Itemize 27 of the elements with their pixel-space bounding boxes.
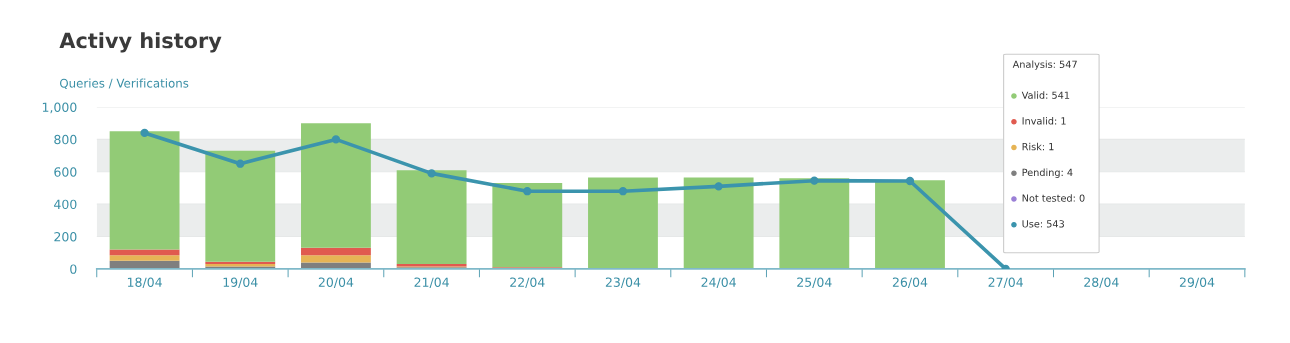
x-tick-label: 24/04 [701, 277, 736, 288]
x-tick-label: 28/04 [1084, 277, 1119, 288]
y-tick-label: 200 [54, 232, 77, 242]
x-tick-label: 22/04 [510, 277, 545, 288]
x-tick-label: 29/04 [1179, 277, 1215, 288]
y-tick-label: 600 [54, 167, 77, 177]
x-tick-label: 26/04 [892, 277, 928, 288]
y-tick-label: 800 [54, 134, 77, 145]
annotation: Not tested: 0 [1022, 194, 1085, 202]
x-tick-label: 25/04 [797, 277, 832, 288]
annotation: Invalid: 1 [1022, 117, 1066, 125]
y-tick-label: 400 [54, 199, 77, 210]
y-tick-label: 1,000 [42, 102, 77, 114]
text: Valid: 541 [1021, 91, 1070, 99]
annotation: Use: 543 [1022, 220, 1064, 228]
x-tick-label: 20/04 [318, 277, 354, 288]
x-tick-label: 18/04 [127, 277, 162, 288]
x-tick-label: 19/04 [223, 277, 258, 288]
x-tick-label: 27/04 [988, 277, 1023, 288]
chart-title: Activy history [59, 32, 222, 53]
x-tick-label: 23/04 [605, 277, 641, 288]
annotation: Risk: 1 [1022, 142, 1054, 151]
annotation: Pending: 4 [1022, 168, 1073, 178]
y-tick-label: 0 [70, 264, 77, 274]
x-tick-label: 21/04 [414, 277, 449, 288]
y-axis-title: Queries / Verifications [60, 78, 189, 89]
text: Analysis: 547 [1012, 60, 1077, 70]
